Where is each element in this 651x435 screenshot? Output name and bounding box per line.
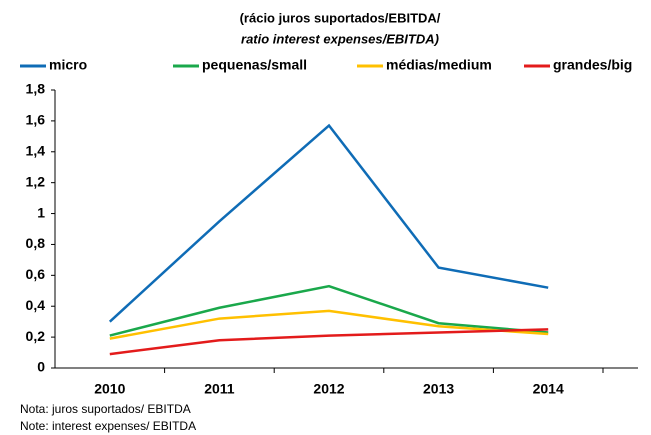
- y-tick-label: 0,8: [26, 235, 46, 251]
- x-tick-label: 2010: [94, 381, 125, 397]
- chart-subtitle: ratio interest expenses/EBITDA): [241, 31, 439, 46]
- legend-label: micro: [49, 57, 87, 73]
- series-line: [109, 328, 549, 356]
- y-tick-label: 0: [37, 359, 45, 375]
- y-tick-label: 1: [37, 204, 45, 220]
- legend-label: pequenas/small: [202, 57, 307, 73]
- note: Note: interest expenses/ EBITDA: [20, 419, 196, 433]
- y-tick-label: 0,2: [26, 328, 46, 344]
- y-tick-label: 1,4: [26, 142, 46, 158]
- x-tick-label: 2011: [204, 381, 235, 397]
- chart-title: (rácio juros suportados/EBITDA/: [240, 10, 441, 25]
- y-tick-label: 1,2: [26, 173, 46, 189]
- y-tick-label: 0,4: [26, 297, 46, 313]
- x-tick-label: 2013: [423, 381, 454, 397]
- legend-label: médias/medium: [386, 57, 492, 73]
- series-line: [109, 284, 549, 337]
- note: Nota: juros suportados/ EBITDA: [20, 402, 191, 416]
- x-tick-label: 2014: [533, 381, 564, 397]
- y-tick-label: 1,8: [26, 81, 46, 97]
- series-line: [108, 123, 549, 323]
- x-tick-label: 2012: [313, 381, 344, 397]
- series-line: [109, 309, 549, 340]
- y-tick-label: 0,6: [26, 266, 46, 282]
- y-tick-label: 1,6: [26, 112, 46, 128]
- legend-label: grandes/big: [553, 57, 632, 73]
